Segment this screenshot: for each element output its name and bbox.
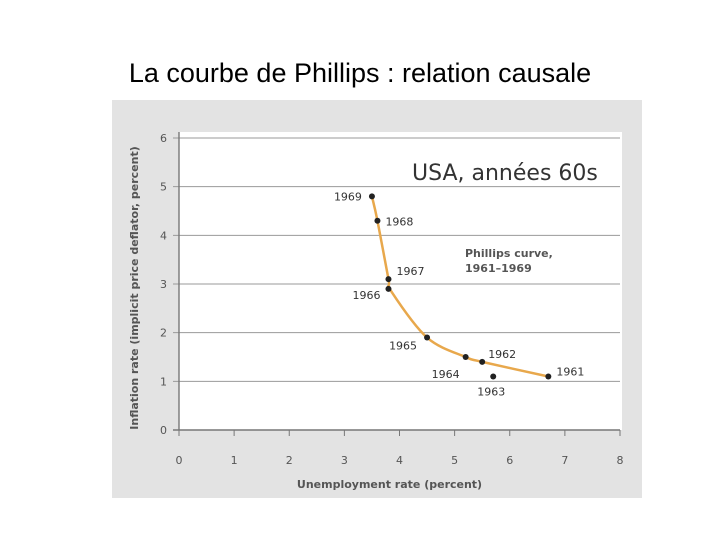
x-tick-label: 0 (176, 454, 183, 467)
x-tick-label: 6 (506, 454, 513, 467)
y-tick-label: 1 (160, 375, 167, 388)
data-point (424, 334, 431, 341)
data-point (368, 193, 375, 200)
x-tick-label: 5 (451, 454, 458, 467)
point-label: 1961 (556, 365, 584, 378)
point-label: 1962 (488, 348, 516, 361)
data-point (385, 285, 392, 292)
data-point (479, 358, 486, 365)
y-tick-label: 3 (160, 278, 167, 291)
x-tick-label: 1 (231, 454, 238, 467)
data-point (462, 354, 469, 360)
y-tick-label: 4 (160, 229, 167, 242)
data-point (374, 217, 381, 224)
y-tick-label: 0 (160, 424, 167, 437)
x-tick-label: 8 (617, 454, 624, 467)
data-point (490, 373, 497, 380)
data-point (385, 276, 392, 283)
slide-title: La courbe de Phillips : relation causale (128, 58, 592, 88)
curve-annotation: 1961–1969 (465, 262, 532, 275)
plot-area (179, 132, 622, 430)
y-tick-label: 5 (160, 181, 167, 194)
y-tick-label: 6 (160, 132, 167, 145)
y-axis-title: Inflation rate (implicit price deflator,… (128, 146, 141, 429)
curve-annotation: Phillips curve, (465, 247, 553, 260)
phillips-curve-chart: 0 1 2 3 4 5 6 0 1 2 3 4 5 6 7 8 Unemployment rate (perce… (128, 132, 624, 491)
data-point (545, 373, 552, 380)
x-tick-label: 4 (396, 454, 403, 467)
point-label: 1969 (334, 190, 362, 203)
x-tick-label: 3 (341, 454, 348, 467)
x-tick-label: 2 (286, 454, 293, 467)
point-label: 1967 (396, 265, 424, 278)
x-axis-title: Unemployment rate (percent) (297, 478, 482, 491)
point-label: 1964 (432, 368, 460, 381)
chart-title: USA, années 60s (412, 161, 598, 186)
y-tick-label: 2 (160, 327, 167, 340)
point-label: 1965 (389, 340, 417, 353)
point-label: 1968 (385, 216, 413, 229)
point-label: 1963 (477, 385, 505, 398)
point-label: 1966 (352, 289, 380, 302)
x-tick-label: 7 (561, 454, 568, 467)
chart-panel: 0 1 2 3 4 5 6 0 1 2 3 4 5 6 7 8 Unemployment rate (perce… (112, 100, 642, 498)
